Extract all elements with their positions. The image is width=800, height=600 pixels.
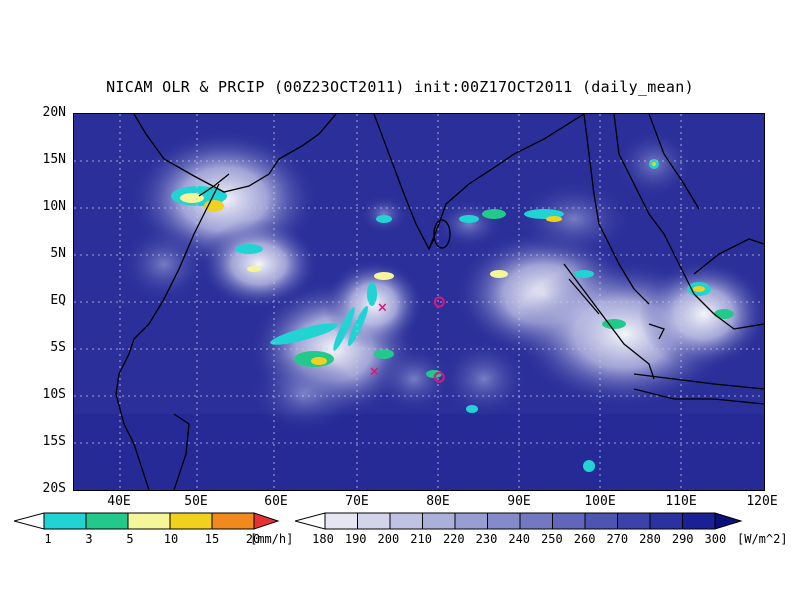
precip-unit: [mm/h]	[250, 532, 294, 546]
colorbar-swatch	[389, 512, 423, 530]
colorbar-label: 280	[639, 532, 661, 546]
map-panel: × ×	[73, 113, 765, 491]
olr-unit: [W/m^2]	[737, 532, 788, 546]
colorbar-label: 200	[377, 532, 400, 546]
colorbar-swatch	[357, 512, 391, 530]
precip-colorbar	[14, 512, 280, 530]
colorbar-label: 10	[163, 532, 179, 546]
x-tick-label: 80E	[426, 494, 450, 509]
x-tick-label: 60E	[264, 494, 288, 509]
colorbar-label: 250	[541, 532, 563, 546]
colorbar-label: 230	[475, 532, 498, 546]
storm-marker-x: ×	[377, 301, 388, 316]
x-tick-label: 100E	[584, 494, 616, 509]
colorbar-label: 3	[85, 532, 93, 546]
chart-title: NICAM OLR & PRCIP (00Z23OCT2011) init:00…	[106, 78, 694, 96]
x-tick-label: 90E	[507, 494, 531, 509]
colorbar-label: 210	[410, 532, 432, 546]
storm-markers: ××	[369, 296, 445, 383]
colorbar-label: 240	[508, 532, 531, 546]
colorbar-label: 20	[245, 532, 261, 546]
storm-marker-o	[433, 371, 445, 383]
colorbar-swatch	[324, 512, 358, 530]
olr-precip-map: ××	[74, 114, 764, 490]
y-tick-label: 15S	[42, 434, 66, 449]
y-tick-label: 5N	[50, 246, 66, 261]
x-tick-label: 120E	[746, 494, 778, 509]
storm-marker-x: ×	[369, 365, 380, 380]
colorbar-swatch	[169, 512, 213, 530]
x-tick-label: 40E	[107, 494, 131, 509]
x-tick-label: 50E	[184, 494, 208, 509]
storm-marker-o	[433, 296, 445, 308]
colorbar-label: 220	[442, 532, 465, 546]
colorbar-swatch	[43, 512, 87, 530]
colorbar-swatch	[454, 512, 488, 530]
colorbar-label: 260	[573, 532, 596, 546]
olr-colorbar	[295, 512, 743, 530]
y-tick-label: 5S	[50, 340, 66, 355]
y-tick-label: 10S	[42, 387, 66, 402]
colorbar-label: 15	[204, 532, 220, 546]
colorbar-swatch	[487, 512, 521, 530]
colorbar-swatch	[422, 512, 456, 530]
y-tick-label: 10N	[42, 199, 66, 214]
y-tick-label: 20N	[42, 105, 66, 120]
y-tick-label: 20S	[42, 481, 66, 496]
colorbar-swatch	[584, 512, 618, 530]
x-tick-label: 110E	[665, 494, 697, 509]
y-tick-label: EQ	[50, 293, 66, 308]
colorbar-swatch	[649, 512, 683, 530]
coastlines	[115, 114, 764, 490]
colorbar-label: 5	[126, 532, 134, 546]
colorbar-label: 180	[312, 532, 334, 546]
colorbar-swatch	[617, 512, 651, 530]
colorbar-swatch	[552, 512, 586, 530]
colorbar-label: 300	[704, 532, 727, 546]
colorbar-swatch	[519, 512, 553, 530]
colorbar-label: 1	[44, 532, 52, 546]
grid-lines	[74, 114, 764, 490]
colorbar-label: 290	[671, 532, 694, 546]
colorbar-label: 270	[606, 532, 629, 546]
y-tick-label: 15N	[42, 152, 66, 167]
colorbar-swatch	[127, 512, 171, 530]
colorbar-swatch	[85, 512, 129, 530]
x-tick-label: 70E	[345, 494, 369, 509]
colorbar-swatch	[211, 512, 255, 530]
colorbar-swatch	[682, 512, 716, 530]
colorbar-label: 190	[344, 532, 367, 546]
